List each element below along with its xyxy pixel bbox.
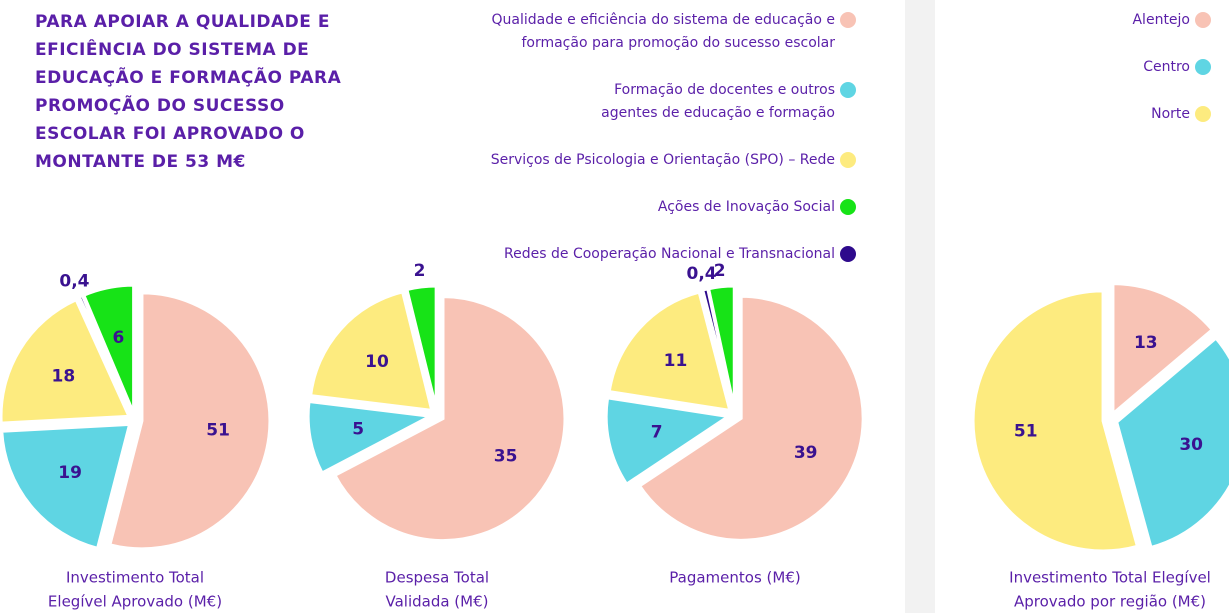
value-label: 0,4 <box>686 264 716 284</box>
value-label: 2 <box>714 261 726 281</box>
pie-slice <box>607 290 732 413</box>
value-label: 11 <box>664 351 688 371</box>
value-label: 35 <box>494 446 518 466</box>
heading-line: EDUCAÇÃO E FORMAÇÃO PARA <box>35 65 342 88</box>
heading-line: ESCOLAR FOI APROVADO O <box>35 124 305 144</box>
legend-label: agentes de educação e formação <box>601 105 835 121</box>
value-label: 18 <box>52 367 76 387</box>
pie-slice <box>332 295 567 543</box>
chart-title: Aprovado por região (M€) <box>1014 593 1206 611</box>
pie-slice <box>1111 282 1215 417</box>
pie-slice <box>306 399 436 475</box>
legend-label: Centro <box>1143 59 1190 75</box>
value-label: 39 <box>794 443 818 463</box>
legend-swatch <box>840 12 856 28</box>
legend-swatch <box>1195 59 1211 75</box>
legend-swatch <box>840 246 856 262</box>
pie-slice <box>405 284 438 409</box>
value-label: 2 <box>414 261 426 281</box>
value-label: 13 <box>1134 333 1158 353</box>
pie-slice <box>308 290 434 413</box>
heading-line: MONTANTE DE 53 M€ <box>35 152 246 172</box>
chart-title: Despesa Total <box>385 569 489 587</box>
chart-title: Pagamentos (M€) <box>669 569 800 587</box>
chart-title: Investimento Total <box>66 569 204 587</box>
pie-slice <box>0 422 132 551</box>
pie-slice <box>971 289 1140 553</box>
legend-swatch <box>1195 12 1211 28</box>
legend-label: Alentejo <box>1132 12 1190 28</box>
value-label: 19 <box>58 463 82 483</box>
legend-label: Qualidade e eficiência do sistema de edu… <box>491 12 835 28</box>
heading-line: EFICIÊNCIA DO SISTEMA DE <box>35 38 309 60</box>
legend-label: Serviços de Psicologia e Orientação (SPO… <box>491 152 835 168</box>
pie-slice <box>108 291 272 551</box>
value-label: 5 <box>352 419 364 439</box>
pie-slice <box>1114 336 1229 550</box>
chart-title: Investimento Total Elegível <box>1009 569 1211 587</box>
legend-label: Redes de Cooperação Nacional e Transnaci… <box>504 246 835 262</box>
heading-line: PARA APOIAR A QUALIDADE E <box>35 12 330 32</box>
pie-slice <box>637 294 865 542</box>
panel-gutter <box>905 0 935 613</box>
legend-swatch <box>840 199 856 215</box>
legend-swatch <box>840 82 856 98</box>
heading-line: PROMOÇÃO DO SUCESSO <box>35 93 285 116</box>
pie-slice <box>81 283 136 414</box>
value-label: 30 <box>1179 435 1203 455</box>
value-label: 51 <box>1014 421 1038 441</box>
legend-label: Ações de Inovação Social <box>658 199 835 215</box>
pie-slice <box>604 396 733 487</box>
value-label: 6 <box>112 328 124 348</box>
value-label: 51 <box>206 421 230 441</box>
chart-title: Validada (M€) <box>385 593 488 611</box>
value-label: 0,4 <box>59 272 89 292</box>
pie-slice <box>0 297 132 425</box>
legend-label: Norte <box>1151 106 1190 122</box>
legend-label: formação para promoção do sucesso escola… <box>521 35 835 51</box>
legend-swatch <box>840 152 856 168</box>
legend-swatch <box>1195 106 1211 122</box>
pie-slice <box>706 284 736 409</box>
value-label: 10 <box>365 352 389 372</box>
value-label: 7 <box>651 422 663 442</box>
legend-label: Formação de docentes e outros <box>614 82 835 98</box>
chart-title: Elegível Aprovado (M€) <box>48 593 222 611</box>
